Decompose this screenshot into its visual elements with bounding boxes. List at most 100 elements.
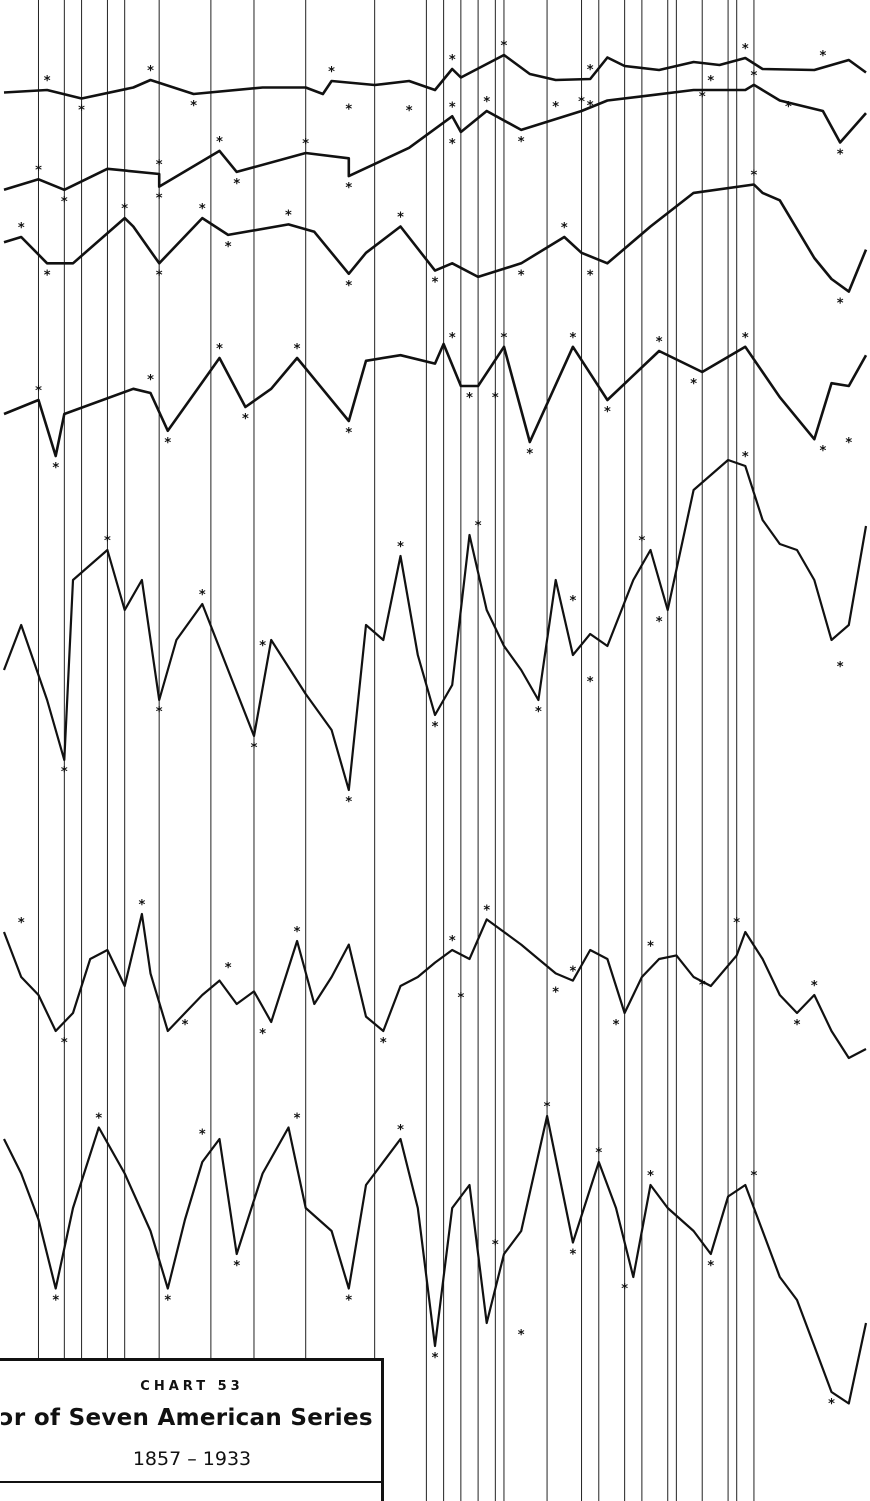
series-6-trough-mark-0: *	[61, 1036, 68, 1051]
series-5-trough-mark-2: *	[251, 741, 258, 756]
series-7-peak-mark-6: *	[595, 1146, 602, 1161]
series-2-trough-mark-5: *	[518, 135, 525, 150]
series-line-2	[3, 83, 867, 192]
series-5-peak-mark-5: *	[570, 594, 577, 609]
series-3-trough-mark-6: *	[587, 268, 594, 283]
series-6-peak-mark-7: *	[647, 939, 654, 954]
turning-point-marks: * * * * * * * * * * * * * * * * * * * * * * * * * * * * * * * * * * * * * * * *…	[18, 39, 853, 1412]
series-4-trough-mark-3: *	[345, 426, 352, 441]
series-5-peak-mark-1: *	[199, 588, 206, 603]
series-5-trough-mark-5: *	[535, 705, 542, 720]
series-1-peak-mark-4: *	[501, 39, 508, 54]
series-7-peak-mark-5: *	[544, 1100, 551, 1115]
series-7-peak-mark-2: *	[294, 1112, 301, 1127]
series-4-peak-mark-0: *	[35, 384, 42, 399]
series-4-trough-mark-8: *	[690, 377, 697, 392]
series-7-trough-mark-9: *	[828, 1397, 835, 1412]
series-7-peak-mark-1: *	[199, 1128, 206, 1143]
series-5-peak-mark-4: *	[475, 519, 482, 534]
series-2-trough-mark-0: *	[61, 195, 68, 210]
series-1-peak-mark-3: *	[449, 53, 456, 68]
series-1-trough-mark-1: *	[190, 99, 197, 114]
series-2-peak-mark-4: *	[449, 100, 456, 115]
series-5-trough-mark-8: *	[837, 660, 844, 675]
series-1-peak-mark-1: *	[147, 64, 154, 79]
series-3-peak-mark-0: *	[18, 221, 25, 236]
series-4-peak-mark-4: *	[449, 331, 456, 346]
series-3-peak-mark-1: *	[121, 202, 128, 217]
series-5-trough-mark-0: *	[61, 765, 68, 780]
series-7-trough-mark-2: *	[233, 1259, 240, 1274]
series-7-trough-mark-7: *	[621, 1282, 628, 1297]
series-2-trough-mark-6: *	[837, 148, 844, 163]
series-7-peak-mark-7: *	[647, 1169, 654, 1184]
series-3-trough-mark-4: *	[432, 276, 439, 291]
series-6-trough-mark-2: *	[259, 1027, 266, 1042]
series-6-trough-mark-8: *	[794, 1018, 801, 1033]
series-6-peak-mark-2: *	[225, 961, 232, 976]
series-5-trough-mark-7: *	[656, 615, 663, 630]
series-6-peak-mark-0: *	[18, 916, 25, 931]
series-1-peak-mark-2: *	[328, 65, 335, 80]
series-3-peak-mark-3: *	[285, 208, 292, 223]
series-4-trough-mark-9: *	[819, 444, 826, 459]
series-5-peak-mark-6: *	[638, 534, 645, 549]
series-7-trough-mark-3: *	[345, 1294, 352, 1309]
series-4-peak-mark-3: *	[294, 342, 301, 357]
series-3-trough-mark-5: *	[518, 268, 525, 283]
series-3-trough-mark-0: *	[44, 268, 51, 283]
series-2-trough-mark-4: *	[449, 137, 456, 152]
series-7-peak-mark-4: *	[492, 1238, 499, 1253]
series-3-peak-mark-6: *	[751, 169, 758, 184]
series-6-trough-mark-7: *	[699, 978, 706, 993]
series-7-trough-mark-0: *	[52, 1294, 59, 1309]
series-4-trough-mark-6: *	[526, 447, 533, 462]
series-2-trough-mark-2: *	[233, 177, 240, 192]
series-5-peak-mark-0: *	[104, 534, 111, 549]
chart-number: CHART 53	[140, 1379, 244, 1394]
series-7-trough-mark-5: *	[518, 1328, 525, 1343]
series-2-trough-mark-1: *	[156, 192, 163, 207]
series-line-1	[3, 53, 867, 100]
series-5-trough-mark-4: *	[432, 720, 439, 735]
series-4-peak-mark-7: *	[656, 335, 663, 350]
series-7-trough-mark-1: *	[164, 1294, 171, 1309]
series-3-trough-mark-1: *	[156, 268, 163, 283]
series-7-peak-mark-0: *	[95, 1112, 102, 1127]
series-3-peak-mark-5: *	[561, 221, 568, 236]
series-4-trough-mark-10: *	[845, 436, 852, 451]
series-1-peak-mark-6: *	[742, 42, 749, 57]
series-7-peak-mark-3: *	[397, 1123, 404, 1138]
series-6-peak-mark-9: *	[811, 979, 818, 994]
series-5-trough-mark-1: *	[156, 705, 163, 720]
chart-title: ɔr of Seven American Series	[0, 1405, 373, 1431]
series-4-trough-mark-2: *	[242, 412, 249, 427]
series-2-peak-mark-7: *	[707, 74, 714, 89]
series-1-trough-mark-4: *	[552, 100, 559, 115]
series-6-trough-mark-3: *	[380, 1036, 387, 1051]
series-4-trough-mark-5: *	[492, 391, 499, 406]
series-4-trough-mark-0: *	[52, 461, 59, 476]
series-6-peak-mark-4: *	[449, 934, 456, 949]
series-6-peak-mark-6: *	[570, 965, 577, 980]
series-3-peak-mark-2: *	[199, 202, 206, 217]
series-2-trough-mark-3: *	[345, 181, 352, 196]
series-4-trough-mark-4: *	[466, 391, 473, 406]
series-5-trough-mark-3: *	[345, 795, 352, 810]
series-3-trough-mark-2: *	[225, 240, 232, 255]
series-2-peak-mark-3: *	[302, 137, 309, 152]
series-4-peak-mark-8: *	[742, 331, 749, 346]
series-line-5	[2, 458, 868, 792]
series-1-peak-mark-7: *	[819, 49, 826, 64]
series-1-peak-mark-5: *	[587, 63, 594, 78]
series-6-trough-mark-4: *	[457, 991, 464, 1006]
series-line-4	[3, 342, 868, 458]
series-4-peak-mark-2: *	[216, 342, 223, 357]
series-6-peak-mark-8: *	[733, 916, 740, 931]
chart-caption: CHART 53 ɔr of Seven American Series 185…	[0, 1358, 384, 1501]
series-6-peak-mark-5: *	[483, 903, 490, 918]
series-line-3	[3, 183, 868, 293]
series-7-peak-mark-8: *	[751, 1169, 758, 1184]
series-1-trough-mark-5: *	[587, 99, 594, 114]
